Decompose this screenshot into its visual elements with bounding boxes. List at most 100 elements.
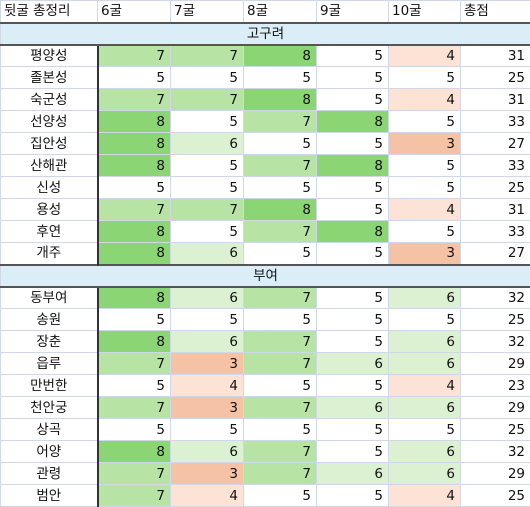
score-cell[interactable]: 5 bbox=[316, 198, 389, 221]
total-cell[interactable]: 32 bbox=[460, 330, 530, 353]
header-col-7[interactable]: 7굴 bbox=[170, 0, 244, 23]
score-cell[interactable]: 5 bbox=[170, 308, 244, 331]
total-cell[interactable]: 33 bbox=[460, 110, 530, 133]
score-cell[interactable]: 4 bbox=[388, 484, 461, 507]
score-cell[interactable]: 5 bbox=[316, 44, 389, 67]
row-name-cell[interactable]: 범안 bbox=[0, 484, 99, 507]
row-name-cell[interactable]: 평양성 bbox=[0, 44, 99, 67]
score-cell[interactable]: 5 bbox=[388, 110, 461, 133]
score-cell[interactable]: 8 bbox=[97, 330, 171, 353]
score-cell[interactable]: 6 bbox=[316, 396, 389, 419]
score-cell[interactable]: 7 bbox=[243, 286, 317, 309]
score-cell[interactable]: 8 bbox=[97, 110, 171, 133]
score-cell[interactable]: 5 bbox=[388, 418, 461, 441]
total-cell[interactable]: 25 bbox=[460, 176, 530, 199]
score-cell[interactable]: 5 bbox=[316, 374, 389, 397]
row-name-cell[interactable]: 숙군성 bbox=[0, 88, 99, 111]
row-name-cell[interactable]: 용성 bbox=[0, 198, 99, 221]
score-cell[interactable]: 8 bbox=[316, 110, 389, 133]
score-cell[interactable]: 6 bbox=[388, 352, 461, 375]
score-cell[interactable]: 6 bbox=[388, 396, 461, 419]
total-cell[interactable]: 33 bbox=[460, 154, 530, 177]
score-cell[interactable]: 5 bbox=[170, 176, 244, 199]
score-cell[interactable]: 5 bbox=[170, 66, 244, 89]
score-cell[interactable]: 7 bbox=[97, 198, 171, 221]
row-name-cell[interactable]: 천안궁 bbox=[0, 396, 99, 419]
row-name-cell[interactable]: 산해관 bbox=[0, 154, 99, 177]
score-cell[interactable]: 5 bbox=[316, 88, 389, 111]
score-cell[interactable]: 5 bbox=[97, 66, 171, 89]
total-cell[interactable]: 23 bbox=[460, 374, 530, 397]
score-cell[interactable]: 5 bbox=[316, 308, 389, 331]
score-cell[interactable]: 5 bbox=[316, 176, 389, 199]
section-title[interactable]: 고구려 bbox=[0, 21, 530, 46]
header-col-8[interactable]: 8굴 bbox=[243, 0, 317, 23]
score-cell[interactable]: 6 bbox=[170, 286, 244, 309]
score-cell[interactable]: 8 bbox=[97, 440, 171, 463]
score-cell[interactable]: 7 bbox=[243, 352, 317, 375]
score-cell[interactable]: 7 bbox=[170, 88, 244, 111]
total-cell[interactable]: 27 bbox=[460, 242, 530, 265]
row-name-cell[interactable]: 읍루 bbox=[0, 352, 99, 375]
score-cell[interactable]: 5 bbox=[388, 220, 461, 243]
score-cell[interactable]: 4 bbox=[170, 484, 244, 507]
score-cell[interactable]: 6 bbox=[388, 286, 461, 309]
score-cell[interactable]: 6 bbox=[388, 330, 461, 353]
row-name-cell[interactable]: 졸본성 bbox=[0, 66, 99, 89]
score-cell[interactable]: 4 bbox=[388, 374, 461, 397]
score-cell[interactable]: 5 bbox=[243, 66, 317, 89]
score-cell[interactable]: 5 bbox=[316, 242, 389, 265]
score-cell[interactable]: 5 bbox=[316, 66, 389, 89]
score-cell[interactable]: 6 bbox=[170, 330, 244, 353]
score-cell[interactable]: 3 bbox=[388, 132, 461, 155]
row-name-cell[interactable]: 만번한 bbox=[0, 374, 99, 397]
score-cell[interactable]: 7 bbox=[97, 462, 171, 485]
row-name-cell[interactable]: 상곡 bbox=[0, 418, 99, 441]
score-cell[interactable]: 7 bbox=[243, 396, 317, 419]
score-cell[interactable]: 6 bbox=[170, 132, 244, 155]
section-title[interactable]: 부여 bbox=[0, 263, 530, 288]
score-cell[interactable]: 5 bbox=[243, 132, 317, 155]
score-cell[interactable]: 4 bbox=[388, 44, 461, 67]
score-cell[interactable]: 7 bbox=[243, 330, 317, 353]
row-name-cell[interactable]: 장춘 bbox=[0, 330, 99, 353]
row-name-cell[interactable]: 후연 bbox=[0, 220, 99, 243]
score-cell[interactable]: 7 bbox=[97, 484, 171, 507]
header-col-9[interactable]: 9굴 bbox=[316, 0, 389, 23]
total-cell[interactable]: 31 bbox=[460, 88, 530, 111]
score-cell[interactable]: 7 bbox=[170, 44, 244, 67]
score-cell[interactable]: 5 bbox=[170, 154, 244, 177]
score-cell[interactable]: 8 bbox=[243, 44, 317, 67]
total-cell[interactable]: 31 bbox=[460, 198, 530, 221]
score-cell[interactable]: 7 bbox=[170, 198, 244, 221]
score-cell[interactable]: 6 bbox=[316, 462, 389, 485]
total-cell[interactable]: 25 bbox=[460, 418, 530, 441]
score-cell[interactable]: 5 bbox=[97, 418, 171, 441]
score-cell[interactable]: 8 bbox=[316, 220, 389, 243]
score-cell[interactable]: 3 bbox=[170, 396, 244, 419]
score-cell[interactable]: 4 bbox=[388, 88, 461, 111]
score-cell[interactable]: 5 bbox=[243, 176, 317, 199]
score-cell[interactable]: 5 bbox=[388, 154, 461, 177]
score-cell[interactable]: 7 bbox=[243, 154, 317, 177]
row-name-cell[interactable]: 개주 bbox=[0, 242, 99, 265]
score-cell[interactable]: 6 bbox=[388, 462, 461, 485]
total-cell[interactable]: 32 bbox=[460, 286, 530, 309]
row-name-cell[interactable]: 신성 bbox=[0, 176, 99, 199]
header-col-6[interactable]: 6굴 bbox=[97, 0, 171, 23]
score-cell[interactable]: 5 bbox=[243, 484, 317, 507]
score-cell[interactable]: 5 bbox=[243, 418, 317, 441]
score-cell[interactable]: 8 bbox=[97, 242, 171, 265]
total-cell[interactable]: 32 bbox=[460, 440, 530, 463]
score-cell[interactable]: 7 bbox=[243, 462, 317, 485]
row-name-cell[interactable]: 송원 bbox=[0, 308, 99, 331]
row-name-cell[interactable]: 어양 bbox=[0, 440, 99, 463]
score-cell[interactable]: 3 bbox=[170, 462, 244, 485]
score-cell[interactable]: 8 bbox=[97, 132, 171, 155]
score-cell[interactable]: 8 bbox=[316, 154, 389, 177]
score-cell[interactable]: 6 bbox=[170, 440, 244, 463]
score-cell[interactable]: 8 bbox=[97, 220, 171, 243]
total-cell[interactable]: 25 bbox=[460, 66, 530, 89]
total-cell[interactable]: 31 bbox=[460, 44, 530, 67]
score-cell[interactable]: 8 bbox=[243, 198, 317, 221]
